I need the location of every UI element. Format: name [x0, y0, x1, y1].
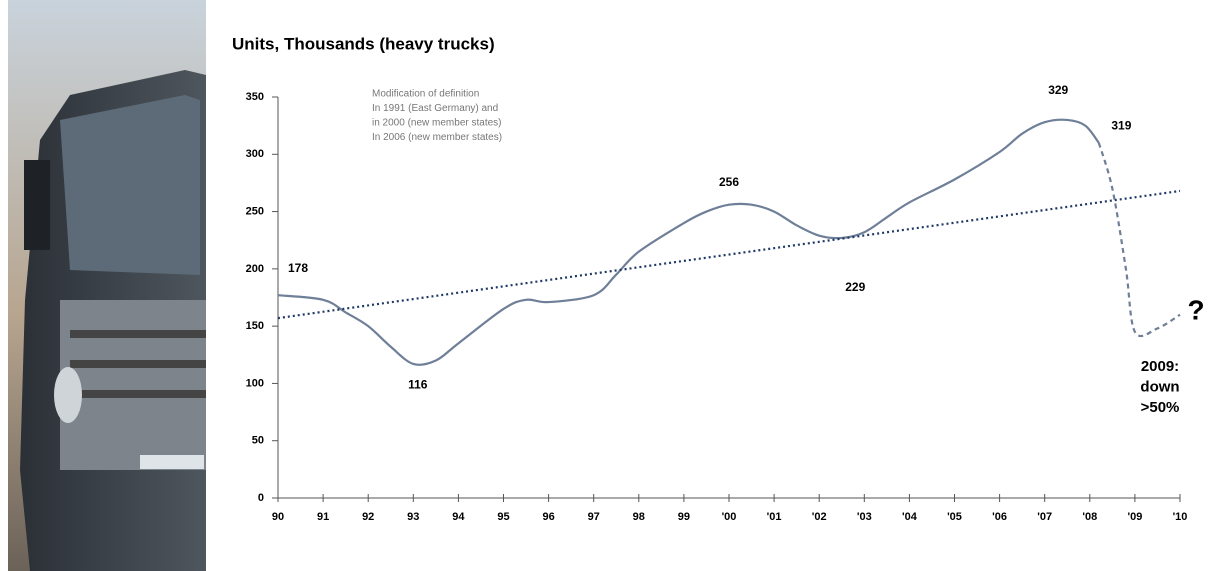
x-tick-label: '00 [722, 511, 737, 523]
x-tick-label: '08 [1082, 511, 1097, 523]
outlook-note: >50% [1141, 399, 1180, 416]
x-tick-label: 90 [272, 511, 284, 523]
x-tick-label: '10 [1173, 511, 1188, 523]
x-tick-label: 94 [452, 511, 465, 523]
outlook-note: down [1140, 378, 1179, 395]
data-label: 229 [845, 280, 865, 294]
x-tick-label: '07 [1037, 511, 1052, 523]
x-tick-label: '06 [992, 511, 1007, 523]
data-label: 329 [1048, 83, 1068, 97]
note: In 2006 (new member states) [372, 132, 502, 143]
x-tick-label: '03 [857, 511, 872, 523]
y-tick-label: 250 [246, 205, 264, 217]
data-label: 319 [1111, 119, 1131, 133]
data-label: 116 [408, 377, 428, 391]
line-series [277, 118, 1100, 366]
y-tick-label: 350 [246, 91, 264, 103]
y-tick-label: 100 [246, 377, 264, 389]
note: In 1991 (East Germany) and [372, 103, 498, 114]
y-tick-label: 0 [258, 492, 264, 504]
y-tick-label: 200 [246, 263, 264, 275]
data-label: 256 [719, 175, 739, 189]
line-series [1097, 142, 1181, 338]
x-tick-label: '02 [812, 511, 827, 523]
x-tick-label: 97 [588, 511, 600, 523]
chart-title: Units, Thousands (heavy trucks) [232, 34, 495, 53]
y-tick-label: 300 [246, 148, 264, 160]
note: Modification of definition [372, 89, 479, 100]
y-tick-label: 150 [246, 320, 264, 332]
x-tick-label: '09 [1127, 511, 1142, 523]
x-tick-label: '01 [767, 511, 782, 523]
outlook-note: 2009: [1141, 358, 1179, 375]
x-tick-label: '04 [902, 511, 918, 523]
data-label: 178 [288, 261, 308, 275]
x-tick-label: '05 [947, 511, 962, 523]
note: in 2000 (new member states) [372, 118, 502, 129]
x-tick-label: 95 [497, 511, 509, 523]
x-tick-label: 96 [542, 511, 554, 523]
x-tick-label: 92 [362, 511, 374, 523]
line-series [277, 189, 1181, 320]
x-tick-label: 91 [317, 511, 329, 523]
x-tick-label: 93 [407, 511, 419, 523]
truck-photo [8, 0, 206, 571]
x-tick-label: 99 [678, 511, 690, 523]
question-mark: ? [1187, 294, 1204, 325]
x-tick-label: 98 [633, 511, 645, 523]
y-tick-label: 50 [252, 435, 264, 447]
